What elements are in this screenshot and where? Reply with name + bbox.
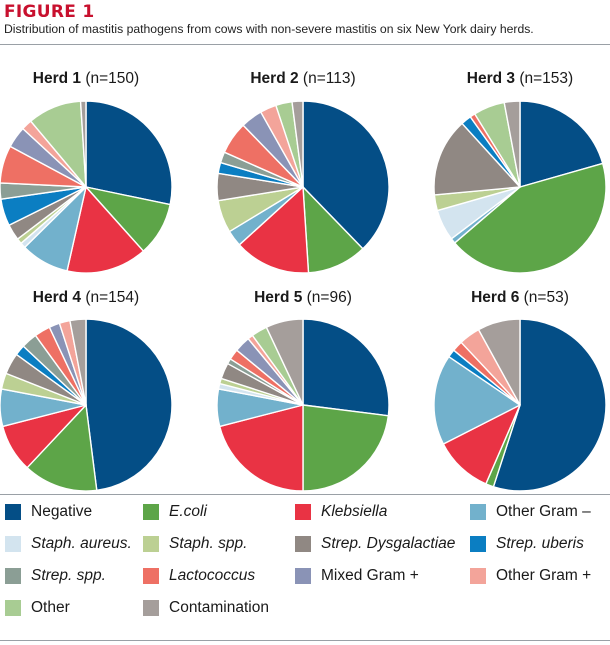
legend-label: Staph. aureus.: [31, 535, 132, 552]
pie-herd-1: Herd 1 (n=150): [0, 70, 173, 274]
pie-slice-contamination: [477, 318, 521, 406]
pie-slice-other-gram: [433, 355, 521, 445]
figure-label: FIGURE 1: [4, 2, 95, 22]
pie-slice-negative: [85, 318, 173, 492]
legend-label: Lactococcus: [169, 567, 256, 584]
legend-label: E.coli: [169, 503, 207, 520]
legend-item-strep-dysgalactiae: Strep. Dysgalactiae: [295, 534, 455, 554]
legend-item-negative: Negative: [5, 502, 92, 522]
pie-slice-contamination: [265, 318, 304, 406]
pie-title: Herd 1 (n=150): [33, 70, 139, 87]
pie-slice-contamination: [79, 100, 87, 188]
top-divider: [0, 44, 610, 45]
legend-divider: [0, 494, 610, 495]
legend-item-klebsiella: Klebsiella: [295, 502, 387, 522]
pie-slice-negative: [492, 318, 607, 492]
legend-swatch: [143, 504, 159, 520]
legend-item-e-coli: E.coli: [143, 502, 207, 522]
pie-slice-contamination: [503, 100, 521, 188]
legend-swatch: [470, 568, 486, 584]
pie-title: Herd 6 (n=53): [471, 289, 569, 306]
figure-caption: Distribution of mastitis pathogens from …: [4, 22, 534, 36]
legend-swatch: [143, 536, 159, 552]
legend-label: Strep. Dysgalactiae: [321, 535, 456, 552]
pie-slice-contamination: [291, 100, 304, 188]
legend-swatch: [295, 536, 311, 552]
pie-title: Herd 4 (n=154): [33, 289, 139, 306]
legend-swatch: [295, 568, 311, 584]
legend-label: Other Gram –: [496, 503, 591, 520]
pie-charts-panel: Herd 1 (n=150) Herd 2 (n=113) Herd 3 (n=15…: [0, 70, 607, 492]
legend-item-contamination: Contamination: [143, 598, 269, 618]
pie-herd-6: Herd 6 (n=53): [433, 289, 607, 492]
legend-swatch: [5, 600, 21, 616]
legend-item-strep-spp: Strep. spp.: [5, 566, 106, 586]
legend-item-mixed-gram: Mixed Gram +: [295, 566, 419, 586]
pie-slice-klebsiella: [66, 186, 145, 274]
pie-slice-klebsiella: [238, 186, 310, 274]
pie-herd-4: Herd 4 (n=154): [0, 289, 173, 492]
legend-swatch: [470, 536, 486, 552]
pie-slice-e-coli: [302, 404, 390, 492]
pie-slice-e-coli: [453, 162, 607, 274]
pie-slice-klebsiella: [219, 404, 304, 492]
pie-herd-2: Herd 2 (n=113): [216, 70, 390, 274]
legend-label: Contamination: [169, 599, 269, 616]
pie-herd-5: Herd 5 (n=96): [216, 289, 390, 492]
legend-label: Mixed Gram +: [321, 567, 419, 584]
legend: Negative E.coli Klebsiella Other Gram – Stap…: [0, 502, 610, 632]
legend-item-other-gram: Other Gram +: [470, 566, 591, 586]
legend-swatch: [143, 600, 159, 616]
pie-slice-negative: [302, 100, 390, 250]
legend-item-lactococcus: Lactococcus: [143, 566, 255, 586]
legend-swatch: [5, 536, 21, 552]
legend-item-strep-uberis: Strep. uberis: [470, 534, 584, 554]
legend-label: Other Gram +: [496, 567, 592, 584]
pie-slice-negative: [519, 100, 604, 188]
legend-label: Strep. uberis: [496, 535, 584, 552]
pie-slice-negative: [85, 100, 173, 206]
pie-title: Herd 3 (n=153): [467, 70, 573, 87]
pie-slice-e-coli: [26, 404, 98, 492]
bottom-divider: [0, 640, 610, 641]
legend-label: Negative: [31, 503, 93, 520]
legend-label: Staph. spp.: [169, 535, 248, 552]
legend-swatch: [295, 504, 311, 520]
pie-slice-strep-dysgalactiae: [433, 122, 521, 196]
pie-slice-contamination: [69, 318, 87, 406]
legend-swatch: [5, 568, 21, 584]
legend-item-other: Other: [5, 598, 70, 618]
pie-title: Herd 2 (n=113): [250, 70, 355, 87]
legend-item-staph-aureus: Staph. aureus.: [5, 534, 132, 554]
legend-swatch: [470, 504, 486, 520]
legend-label: Klebsiella: [321, 503, 388, 520]
legend-item-other-gram: Other Gram –: [470, 502, 591, 522]
legend-swatch: [5, 504, 21, 520]
legend-label: Strep. spp.: [31, 567, 106, 584]
legend-item-staph-spp: Staph. spp.: [143, 534, 247, 554]
pie-title: Herd 5 (n=96): [254, 289, 352, 306]
pie-slice-negative: [302, 318, 390, 417]
legend-label: Other: [31, 599, 70, 616]
legend-swatch: [143, 568, 159, 584]
pie-herd-3: Herd 3 (n=153): [433, 70, 607, 274]
